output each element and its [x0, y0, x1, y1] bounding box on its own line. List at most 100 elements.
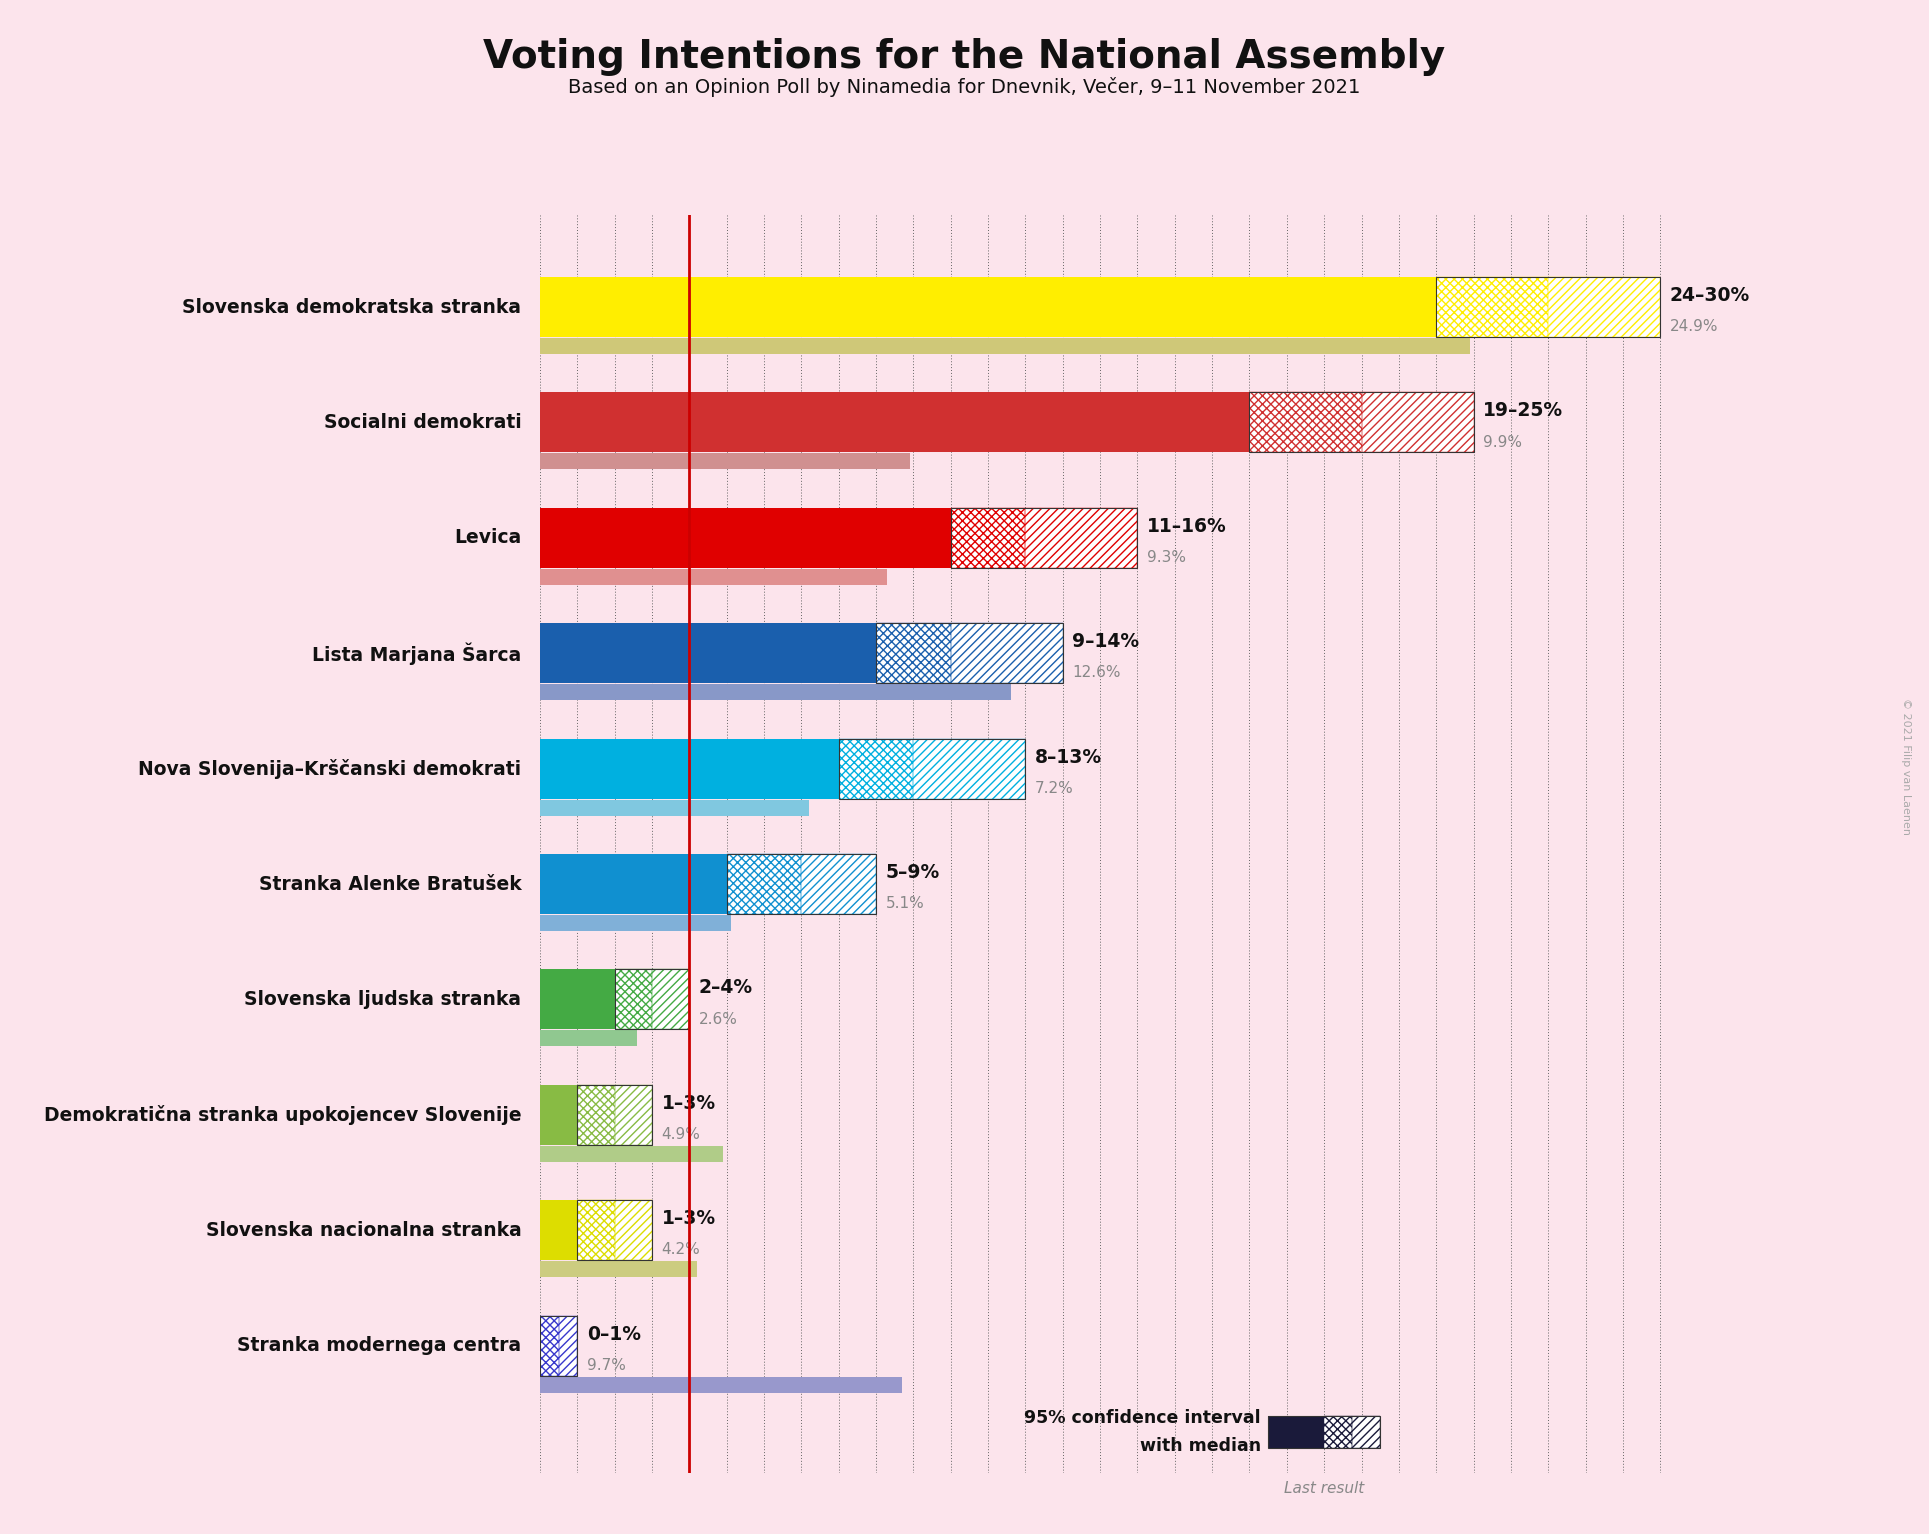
- Bar: [1362, 393, 1474, 453]
- Bar: [540, 1376, 903, 1393]
- Bar: [540, 1261, 696, 1278]
- Bar: [839, 739, 914, 799]
- Bar: [540, 453, 910, 469]
- Text: © 2021 Filip van Laenen: © 2021 Filip van Laenen: [1900, 698, 1912, 836]
- Bar: [540, 508, 951, 568]
- Bar: [1267, 1416, 1323, 1448]
- Text: 1–3%: 1–3%: [662, 1209, 716, 1229]
- Bar: [876, 623, 1063, 683]
- Bar: [615, 969, 652, 1029]
- Text: Levica: Levica: [453, 528, 521, 548]
- Bar: [1352, 1416, 1379, 1448]
- Text: Stranka Alenke Bratušek: Stranka Alenke Bratušek: [258, 874, 521, 894]
- Text: Demokratična stranka upokojencev Slovenije: Demokratična stranka upokojencev Sloveni…: [44, 1104, 521, 1124]
- Bar: [540, 393, 1250, 453]
- Text: 4.2%: 4.2%: [662, 1243, 700, 1258]
- Text: 95% confidence interval: 95% confidence interval: [1024, 1410, 1262, 1428]
- Bar: [615, 969, 689, 1029]
- Bar: [540, 1316, 577, 1376]
- Text: Slovenska nacionalna stranka: Slovenska nacionalna stranka: [206, 1221, 521, 1239]
- Bar: [540, 1031, 637, 1046]
- Text: Last result: Last result: [1285, 1480, 1364, 1496]
- Bar: [1437, 278, 1549, 337]
- Bar: [951, 508, 1026, 568]
- Bar: [1362, 393, 1474, 453]
- Bar: [951, 508, 1026, 568]
- Text: Socialni demokrati: Socialni demokrati: [324, 413, 521, 433]
- Bar: [577, 1200, 615, 1261]
- Bar: [801, 854, 876, 914]
- Bar: [839, 739, 914, 799]
- Bar: [839, 739, 1026, 799]
- Bar: [951, 508, 1138, 568]
- Bar: [1437, 278, 1661, 337]
- Bar: [1250, 393, 1362, 453]
- Bar: [559, 1316, 577, 1376]
- Text: 5.1%: 5.1%: [885, 896, 924, 911]
- Text: Stranka modernega centra: Stranka modernega centra: [237, 1336, 521, 1355]
- Text: Lista Marjana Šarca: Lista Marjana Šarca: [312, 643, 521, 664]
- Bar: [577, 1085, 652, 1144]
- Bar: [540, 1316, 559, 1376]
- Text: 8–13%: 8–13%: [1034, 747, 1101, 767]
- Bar: [615, 969, 689, 1029]
- Bar: [1437, 278, 1549, 337]
- Bar: [577, 1085, 615, 1144]
- Bar: [577, 1085, 615, 1144]
- Text: with median: with median: [1140, 1437, 1262, 1456]
- Text: 0–1%: 0–1%: [586, 1325, 640, 1344]
- Bar: [577, 1200, 652, 1261]
- Text: 9.7%: 9.7%: [586, 1358, 625, 1373]
- Bar: [652, 969, 689, 1029]
- Bar: [1549, 278, 1661, 337]
- Bar: [540, 684, 1011, 700]
- Bar: [540, 1085, 577, 1144]
- Bar: [615, 1200, 652, 1261]
- Text: 12.6%: 12.6%: [1073, 666, 1121, 681]
- Bar: [540, 969, 615, 1029]
- Bar: [540, 1200, 577, 1261]
- Bar: [577, 1200, 615, 1261]
- Text: 2–4%: 2–4%: [698, 979, 752, 997]
- Text: 24–30%: 24–30%: [1669, 285, 1750, 305]
- Bar: [615, 1200, 652, 1261]
- Bar: [577, 1085, 652, 1144]
- Bar: [1026, 508, 1138, 568]
- Bar: [876, 623, 1063, 683]
- Bar: [801, 854, 876, 914]
- Bar: [727, 854, 876, 914]
- Text: Based on an Opinion Poll by Ninamedia for Dnevnik, Večer, 9–11 November 2021: Based on an Opinion Poll by Ninamedia fo…: [569, 77, 1360, 97]
- Text: 24.9%: 24.9%: [1669, 319, 1719, 334]
- Bar: [1437, 278, 1661, 337]
- Text: 7.2%: 7.2%: [1034, 781, 1074, 796]
- Text: 11–16%: 11–16%: [1148, 517, 1227, 535]
- Bar: [540, 623, 876, 683]
- Bar: [540, 1316, 577, 1376]
- Bar: [1352, 1416, 1379, 1448]
- Bar: [577, 1200, 652, 1261]
- Bar: [540, 1146, 723, 1161]
- Bar: [1250, 393, 1362, 453]
- Bar: [1323, 1416, 1352, 1448]
- Text: 9–14%: 9–14%: [1073, 632, 1140, 652]
- Bar: [540, 739, 839, 799]
- Text: 9.9%: 9.9%: [1483, 434, 1522, 449]
- Bar: [914, 739, 1026, 799]
- Text: 19–25%: 19–25%: [1483, 402, 1562, 420]
- Text: 1–3%: 1–3%: [662, 1094, 716, 1112]
- Bar: [540, 914, 731, 931]
- Bar: [540, 337, 1470, 354]
- Bar: [1250, 393, 1474, 453]
- Bar: [540, 278, 1437, 337]
- Text: Nova Slovenija–Krščanski demokrati: Nova Slovenija–Krščanski demokrati: [139, 759, 521, 779]
- Bar: [876, 623, 951, 683]
- Bar: [727, 854, 801, 914]
- Bar: [951, 508, 1138, 568]
- Bar: [540, 569, 887, 584]
- Bar: [839, 739, 1026, 799]
- Text: 9.3%: 9.3%: [1148, 551, 1186, 565]
- Bar: [615, 969, 652, 1029]
- Bar: [615, 1085, 652, 1144]
- Bar: [615, 1085, 652, 1144]
- Text: 2.6%: 2.6%: [698, 1011, 737, 1026]
